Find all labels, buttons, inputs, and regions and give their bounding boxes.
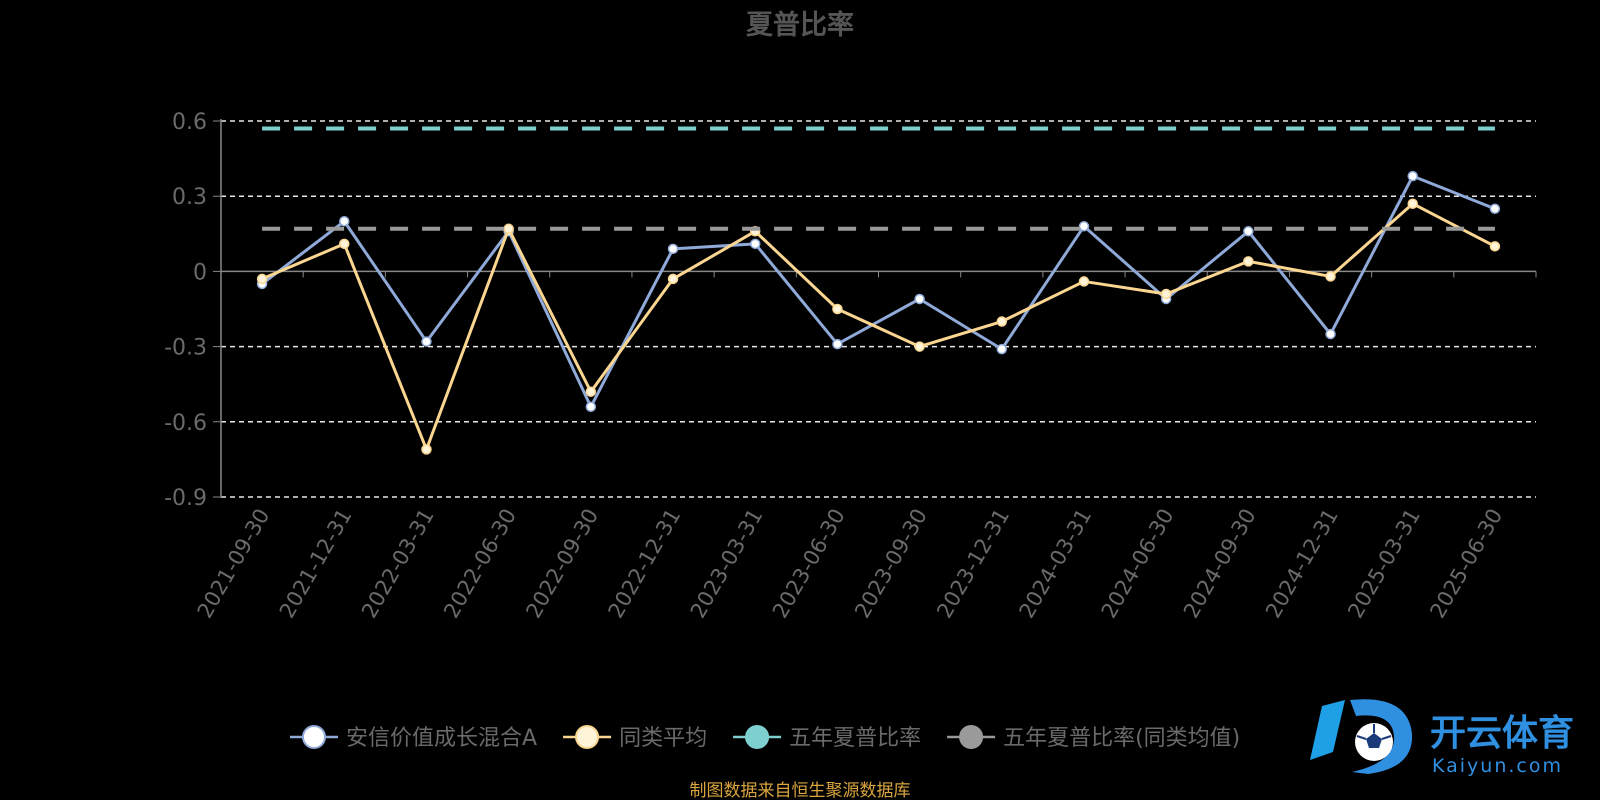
legend-label: 安信价值成长混合A: [346, 726, 537, 751]
legend-marker-icon: [575, 725, 600, 749]
x-tick-label: 2023-12-31: [932, 505, 1014, 623]
series-1-point: [585, 386, 597, 397]
series-1-point: [503, 223, 514, 235]
logo-subtext: Kaiyun.com: [1432, 755, 1563, 777]
series-1-point: [1078, 276, 1090, 287]
legend-label: 五年夏普比率: [789, 726, 921, 751]
series-1-point: [1489, 241, 1501, 252]
series-line-1: [261, 202, 1496, 451]
x-tick-label: 2025-03-31: [1343, 505, 1425, 623]
series-1-point: [339, 238, 350, 250]
y-tick-label: -0.3: [164, 336, 207, 361]
series-0-point: [585, 401, 597, 413]
series-lines: [256, 126, 1501, 455]
series-line-0: [261, 174, 1496, 409]
y-tick-label: 0.6: [172, 110, 207, 135]
y-tick-label: -0.6: [164, 411, 207, 436]
series-0-point: [1325, 328, 1336, 340]
x-tick-label: 2021-12-31: [275, 505, 357, 623]
y-tick-label: -0.9: [164, 486, 207, 511]
series-0-point: [1243, 226, 1254, 237]
y-tick-label: 0.3: [172, 185, 207, 210]
x-tick-label: 2024-03-31: [1014, 505, 1096, 623]
x-tick-label: 2025-06-30: [1425, 505, 1507, 623]
x-tick-label: 2023-06-30: [768, 505, 850, 623]
kaiyun-logo: 开云体育 Kaiyun.com: [1310, 699, 1574, 777]
series-1-point: [996, 316, 1008, 327]
series-1-point: [1325, 271, 1336, 282]
series-0-point: [996, 343, 1008, 355]
series-1-point: [667, 273, 679, 285]
series-1-point: [256, 273, 268, 285]
legend-marker-icon: [745, 725, 770, 749]
x-tick-label: 2022-12-31: [604, 505, 686, 623]
series-1-point: [832, 303, 843, 315]
legend-item-1[interactable]: 同类平均: [563, 725, 707, 751]
legend-item-2[interactable]: 五年夏普比率: [733, 725, 921, 751]
x-tick-label: 2023-09-30: [850, 505, 932, 623]
x-tick-label: 2022-09-30: [521, 505, 603, 623]
series-0-point: [339, 216, 350, 227]
x-tick-label: 2023-03-31: [686, 505, 768, 623]
legend-label: 五年夏普比率(同类均值): [1003, 726, 1240, 751]
logo-emblem-icon: [1310, 699, 1413, 774]
y-tick-label: 0: [193, 260, 207, 285]
series-1-point: [1243, 256, 1254, 267]
series-0-point: [914, 293, 925, 305]
series-0-point: [749, 238, 761, 250]
series-0-point: [421, 336, 432, 347]
series-0-point: [1078, 221, 1090, 232]
series-1-point: [1160, 288, 1172, 300]
x-tick-label: 2021-09-30: [193, 505, 275, 623]
series-1-point: [1407, 198, 1418, 209]
x-tick-label: 2024-09-30: [1179, 505, 1261, 623]
x-tick-label: 2022-03-31: [357, 505, 439, 623]
series-0-point: [832, 338, 843, 350]
legend-item-3[interactable]: 五年夏普比率(同类均值): [947, 725, 1240, 751]
chart-title: 夏普比率: [746, 9, 854, 41]
x-tick-label: 2022-06-30: [439, 505, 521, 623]
series-0-point: [1407, 170, 1418, 182]
x-tick-label: 2024-12-31: [1261, 505, 1343, 623]
grid-lines: [221, 120, 1536, 498]
legend-marker-icon: [302, 725, 326, 749]
series-1-point: [914, 341, 925, 352]
x-tick-label: 2024-06-30: [1097, 505, 1179, 623]
legend-item-0[interactable]: 安信价值成长混合A: [290, 725, 537, 751]
source-note: 制图数据来自恒生聚源数据库: [690, 781, 911, 800]
legend-marker-icon: [959, 725, 984, 749]
legend[interactable]: 安信价值成长混合A 同类平均 五年夏普比率 五年夏普比率(同类均值): [290, 725, 1240, 751]
legend-label: 同类平均: [619, 726, 707, 751]
series-0-point: [1489, 203, 1501, 214]
logo-text: 开云体育: [1430, 713, 1574, 754]
series-0-point: [667, 243, 679, 255]
series-1-point: [421, 444, 432, 455]
